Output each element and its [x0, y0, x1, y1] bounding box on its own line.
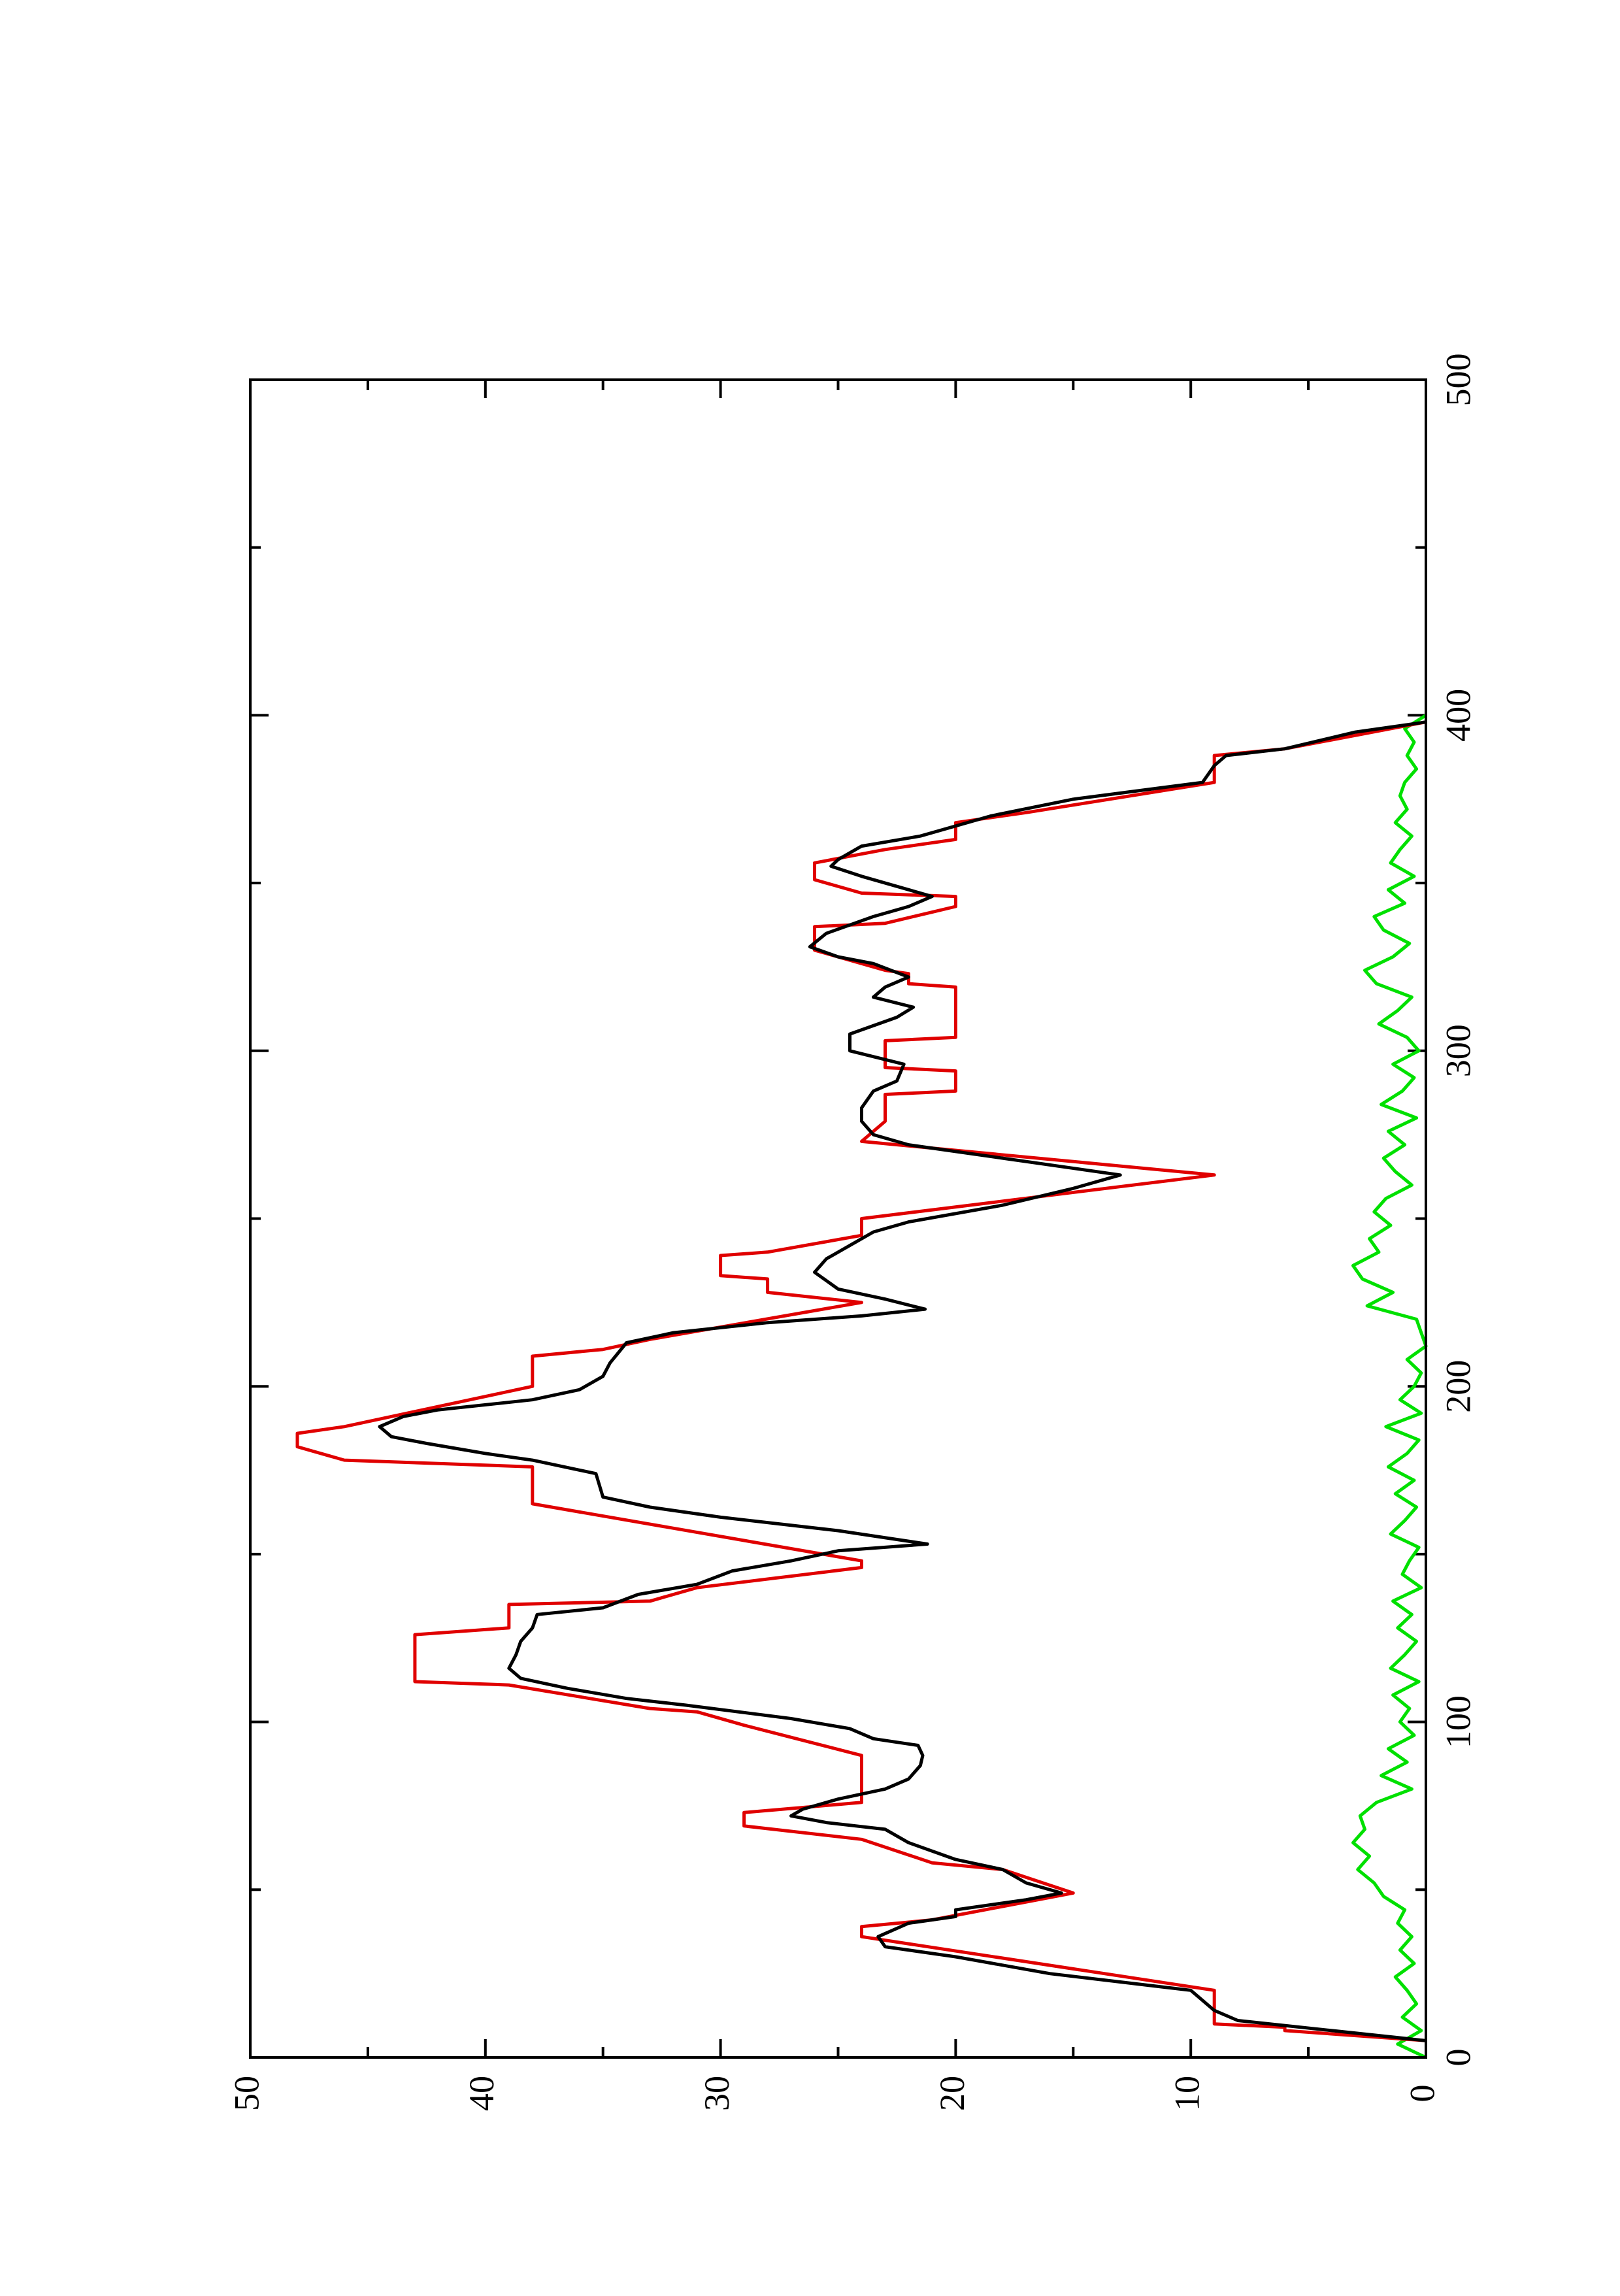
x-tick-label: 500	[1438, 354, 1478, 407]
y-tick-label: 0	[1402, 2085, 1442, 2103]
plot-frame	[249, 378, 1427, 2059]
y-tick-label: 50	[227, 2076, 266, 2111]
x-tick-label: 300	[1438, 1024, 1478, 1077]
x-tick-label: 200	[1438, 1360, 1478, 1413]
x-tick-label: 100	[1438, 1695, 1478, 1748]
y-tick-label: 10	[1168, 2076, 1207, 2111]
x-tick-label: 0	[1438, 2049, 1478, 2067]
series-line	[378, 720, 1427, 2042]
x-tick-label: 400	[1438, 689, 1478, 742]
y-tick-label: 20	[933, 2076, 972, 2111]
y-tick-label: 30	[697, 2076, 736, 2111]
series-line	[1351, 714, 1428, 2059]
y-tick-label: 40	[462, 2076, 501, 2111]
